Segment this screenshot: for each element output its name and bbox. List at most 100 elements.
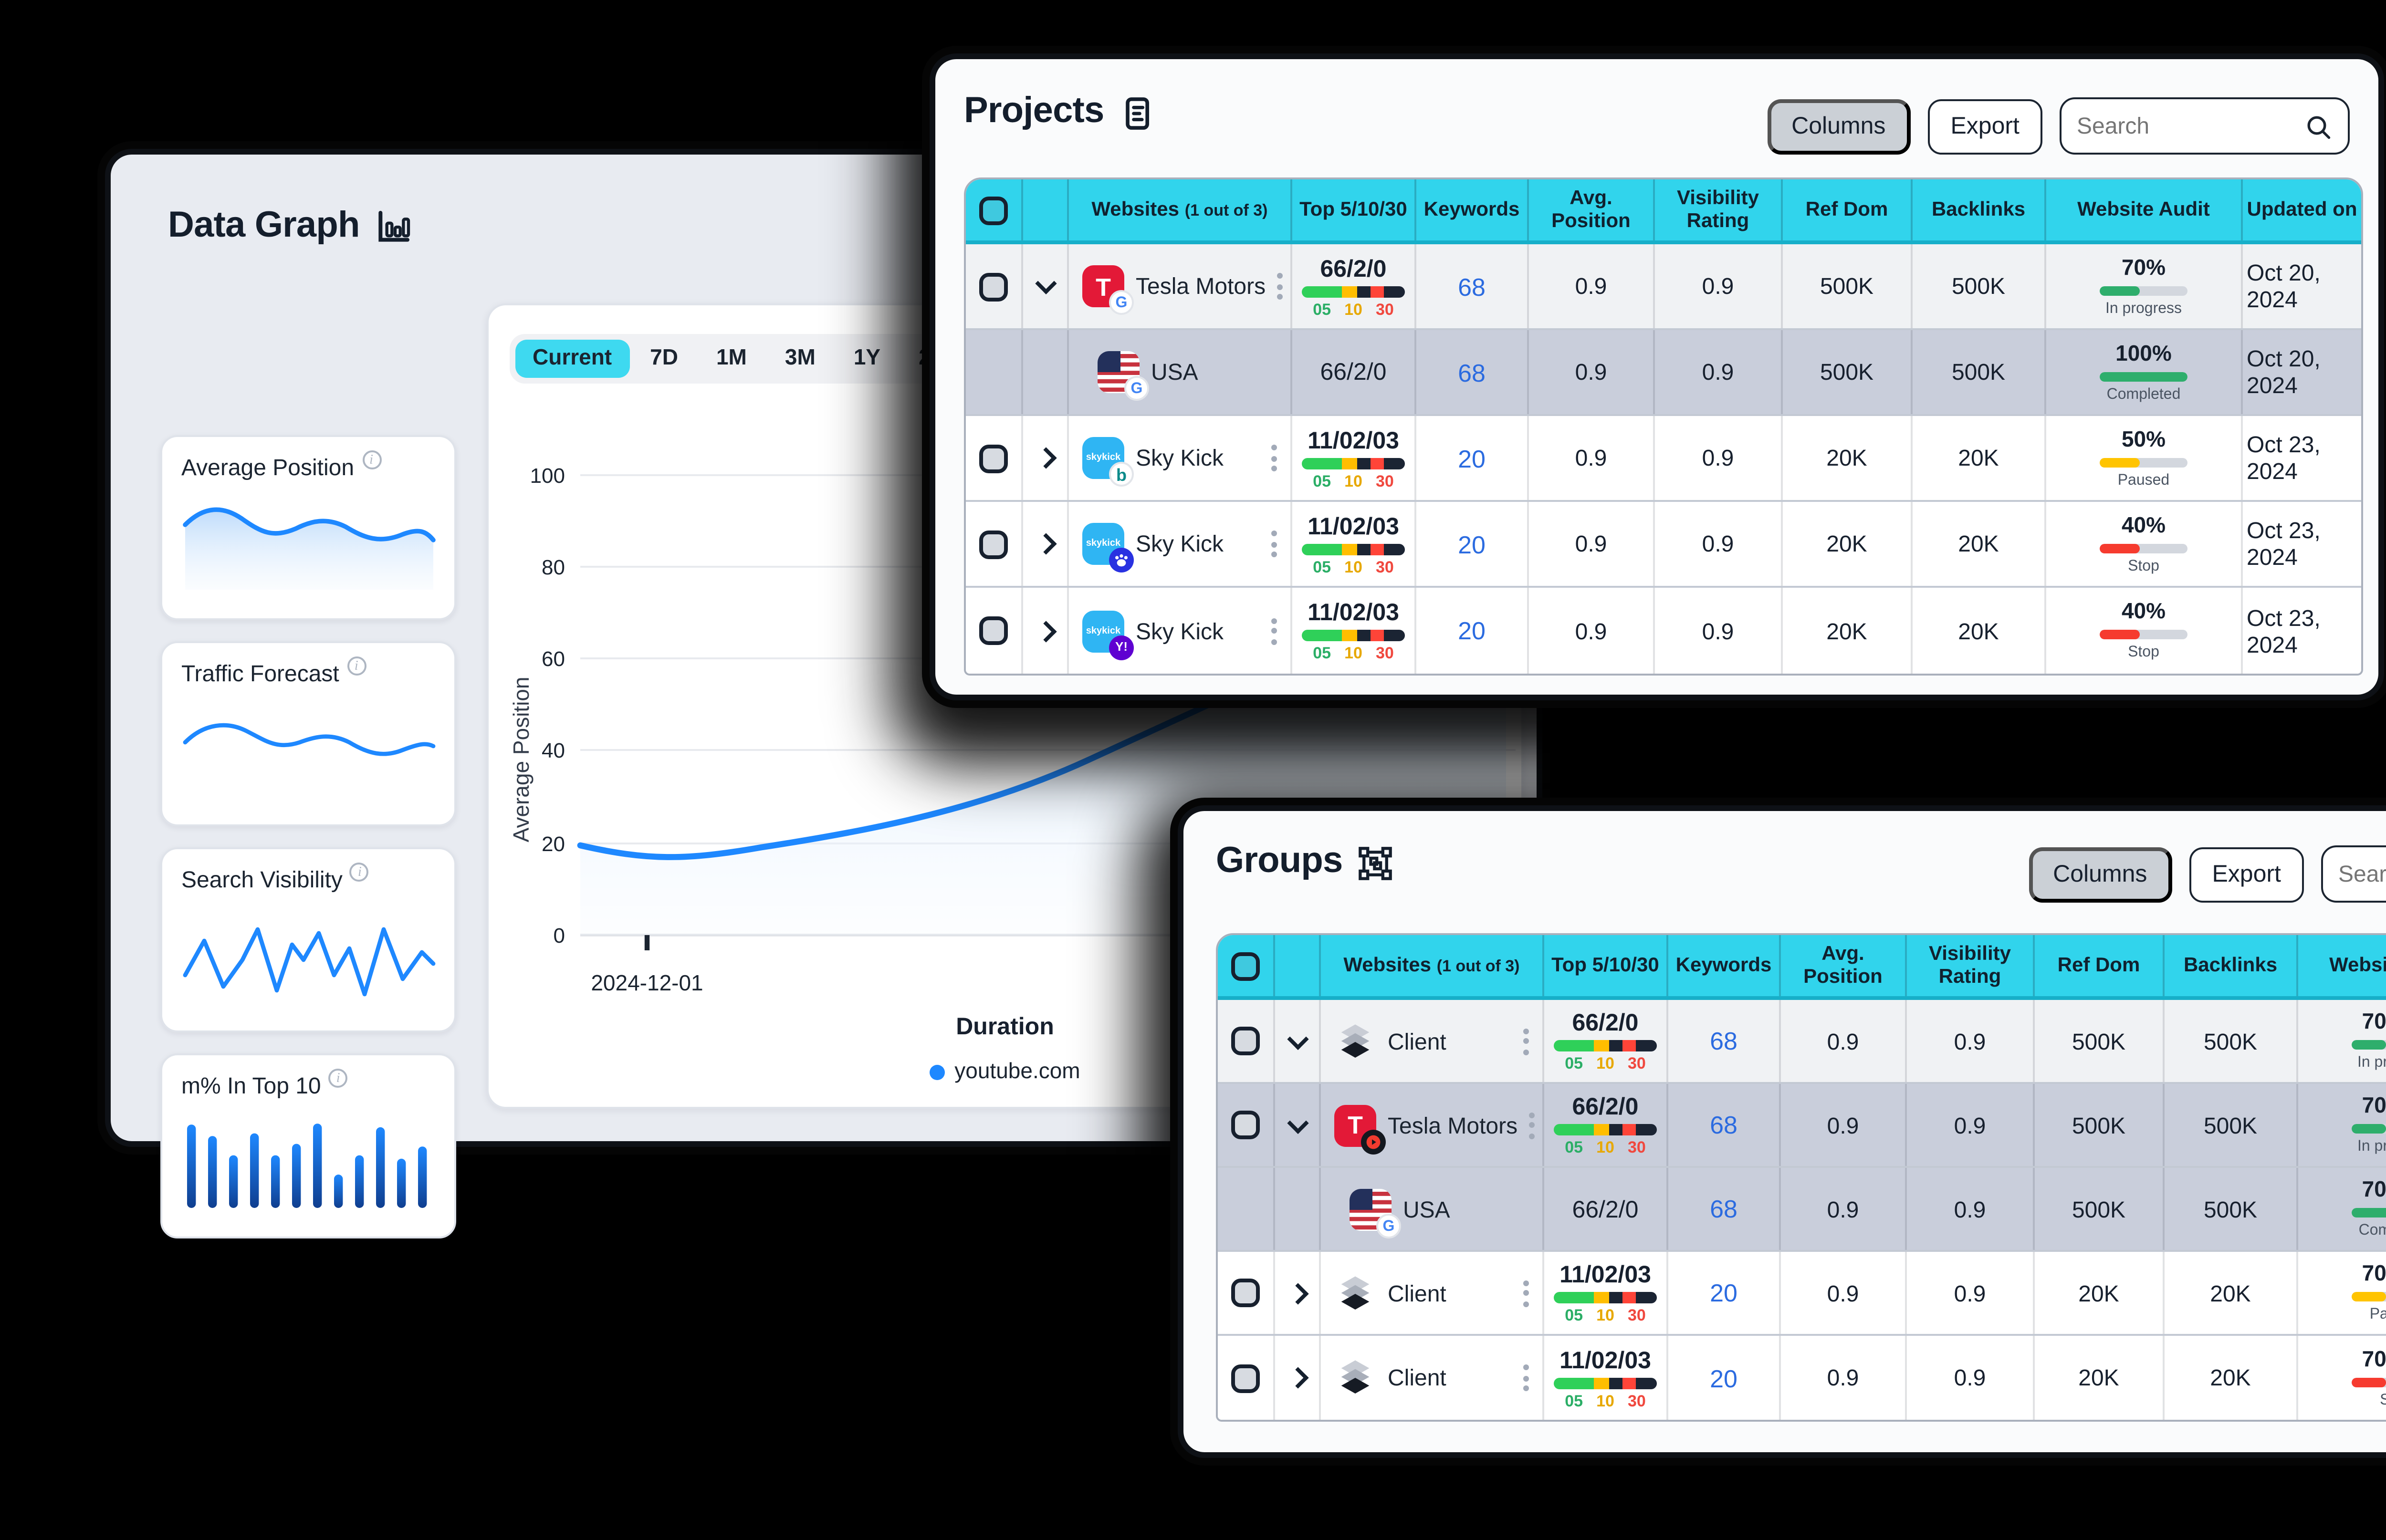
header-websites[interactable]: Websites (1 out of 3) (1321, 935, 1544, 996)
audit-status: Stop (2380, 1390, 2386, 1407)
audit-status: Paused (2117, 470, 2170, 488)
table-row[interactable]: Client 11/02/03 05 10 30 20 0.9 0.9 20K 20… (1218, 1252, 2386, 1336)
page-title: Projects (964, 92, 1156, 134)
page-title: Data Graph (168, 206, 413, 248)
header-websites[interactable]: Websites (1 out of 3) (1069, 179, 1292, 240)
chevron-right-icon[interactable] (1034, 447, 1056, 469)
info-icon[interactable]: i (350, 863, 369, 882)
legend-dot-icon (930, 1065, 945, 1080)
table-row[interactable]: Client 66/2/0 05 10 30 68 0.9 0.9 500K 500… (1218, 1000, 2386, 1084)
cell-expander (1275, 1252, 1321, 1334)
header-visibility-rating[interactable]: Visibility Rating (1907, 935, 2035, 996)
tab-3m[interactable]: 3M (785, 347, 816, 370)
cell-keywords[interactable]: 20 (1416, 502, 1529, 586)
cell-keywords[interactable]: 20 (1416, 416, 1529, 500)
header-select-all[interactable] (1218, 935, 1275, 996)
kebab-menu-icon[interactable] (1271, 617, 1277, 644)
kebab-menu-icon[interactable] (1523, 1028, 1529, 1054)
header-updated-on[interactable]: Updated on (2247, 198, 2357, 221)
header-keywords[interactable]: Keywords (1416, 179, 1529, 240)
cell-keywords[interactable]: 68 (1416, 244, 1529, 328)
header-ref-dom[interactable]: Ref Dom (1783, 179, 1913, 240)
audit-status: Paused (2369, 1305, 2386, 1322)
tab-7d[interactable]: 7D (650, 347, 678, 370)
table-row-child[interactable]: G USA 66/2/0 68 0.9 0.9 500K 500K 100% C… (966, 330, 2361, 416)
cell-keywords[interactable]: 20 (1668, 1252, 1781, 1334)
cell-keywords[interactable]: 68 (1416, 330, 1529, 414)
table-row-child[interactable]: G USA 66/2/0 68 0.9 0.9 500K 500K 70/100… (1218, 1168, 2386, 1252)
row-checkbox[interactable] (1231, 1027, 1260, 1055)
tab-1y[interactable]: 1Y (853, 347, 881, 370)
kebab-menu-icon[interactable] (1271, 531, 1277, 557)
info-icon[interactable]: i (362, 450, 381, 469)
tab-1m[interactable]: 1M (716, 347, 747, 370)
row-checkbox[interactable] (979, 530, 1008, 558)
card-m-in-top-10[interactable]: m% In Top 10 i (160, 1053, 456, 1238)
chevron-right-icon[interactable] (1034, 533, 1056, 555)
cell-keywords[interactable]: 68 (1668, 1084, 1781, 1166)
card-search-visibility[interactable]: Search Visibility i (160, 847, 456, 1032)
table-row[interactable]: skykick Y! Sky Kick 11/02/03 05 10 30 20 0.… (966, 588, 2361, 674)
chevron-down-icon[interactable] (1034, 272, 1056, 294)
export-button[interactable]: Export (1927, 98, 2042, 154)
header-website-audit[interactable]: Website Audit (2046, 179, 2243, 240)
cell-keywords[interactable]: 20 (1668, 1336, 1781, 1420)
info-icon[interactable]: i (346, 656, 366, 676)
cell-keywords[interactable]: 68 (1668, 1000, 1781, 1082)
search-input[interactable] (2077, 113, 2304, 139)
kebab-menu-icon[interactable] (1529, 1112, 1535, 1138)
kebab-menu-icon[interactable] (1271, 445, 1277, 471)
search-icon[interactable] (2304, 112, 2333, 140)
header-avg-position[interactable]: Avg. Position (1529, 179, 1655, 240)
header-top[interactable]: Top 5/10/30 (1544, 935, 1668, 996)
kebab-menu-icon[interactable] (1523, 1364, 1529, 1391)
header-top[interactable]: Top 5/10/30 (1292, 179, 1416, 240)
header-backlinks[interactable]: Backlinks (2165, 935, 2298, 996)
select-all-checkbox[interactable] (979, 196, 1008, 224)
cell-avg-position: 0.9 (1781, 1168, 1907, 1250)
cell-select (1218, 1000, 1275, 1082)
tab-current[interactable]: Current (515, 340, 629, 378)
audit-status: In progress (2357, 1137, 2386, 1155)
chevron-right-icon[interactable] (1286, 1282, 1308, 1304)
header-ref-dom[interactable]: Ref Dom (2035, 935, 2165, 996)
row-checkbox[interactable] (1231, 1363, 1260, 1392)
kebab-menu-icon[interactable] (1277, 273, 1283, 300)
kebab-menu-icon[interactable] (1523, 1280, 1529, 1306)
table-row[interactable]: skykick Sky Kick 11/02/03 05 10 30 20 0.9 … (966, 502, 2361, 588)
table-row[interactable]: skykick b Sky Kick 11/02/03 05 10 30 20 0.9… (966, 416, 2361, 502)
row-checkbox[interactable] (979, 444, 1008, 472)
chart-legend[interactable]: youtube.com (489, 1061, 1521, 1084)
header-website-audit[interactable]: Website Audit (2298, 935, 2386, 996)
chevron-right-icon[interactable] (1286, 1367, 1308, 1389)
card-traffic-forecast[interactable]: Traffic Forecast i (160, 641, 456, 826)
table-row[interactable]: Client 11/02/03 05 10 30 20 0.9 0.9 20K 20… (1218, 1336, 2386, 1420)
header-keywords[interactable]: Keywords (1668, 935, 1781, 996)
columns-button[interactable]: Columns (2028, 846, 2172, 902)
info-icon[interactable]: i (328, 1069, 348, 1088)
row-checkbox[interactable] (979, 616, 1008, 645)
table-row[interactable]: T Tesla Motors 66/2/0 05 10 30 68 0.9 0.9 … (1218, 1084, 2386, 1168)
top-distribution-bar (1302, 630, 1405, 641)
header-backlinks[interactable]: Backlinks (1913, 179, 2046, 240)
columns-button[interactable]: Columns (1767, 98, 1911, 154)
row-checkbox[interactable] (1231, 1111, 1260, 1139)
select-all-checkbox[interactable] (1231, 951, 1260, 980)
chevron-right-icon[interactable] (1034, 620, 1056, 642)
header-select-all[interactable] (966, 179, 1023, 240)
chevron-down-icon[interactable] (1286, 1111, 1308, 1133)
row-checkbox[interactable] (1231, 1279, 1260, 1307)
cell-keywords[interactable]: 20 (1416, 588, 1529, 674)
search-input[interactable] (2338, 861, 2386, 887)
card-average-position[interactable]: Average Position i (160, 435, 456, 620)
row-checkbox[interactable] (979, 272, 1008, 301)
search-box[interactable] (2321, 845, 2386, 903)
export-button[interactable]: Export (2189, 846, 2304, 902)
chevron-down-icon[interactable] (1286, 1027, 1308, 1049)
header-visibility-rating[interactable]: Visibility Rating (1655, 179, 1783, 240)
search-box[interactable] (2060, 97, 2350, 155)
cell-keywords[interactable]: 68 (1668, 1168, 1781, 1250)
header-avg-position[interactable]: Avg. Position (1781, 935, 1907, 996)
google-badge-icon: G (1109, 290, 1134, 315)
